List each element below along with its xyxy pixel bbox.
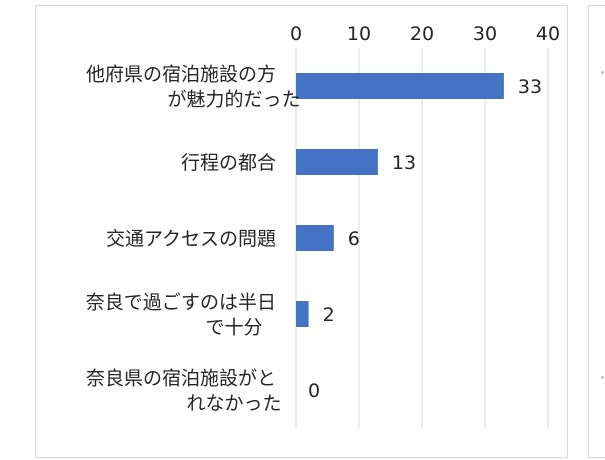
adjacent-chart-mark — [601, 376, 604, 379]
category-label: 他府県の宿泊施設の方 — [86, 64, 276, 86]
data-label: 2 — [323, 304, 335, 326]
category-label: れなかった — [186, 393, 281, 415]
x-tick-label: 0 — [290, 23, 302, 45]
bar-1 — [296, 149, 378, 175]
category-label: 交通アクセスの問題 — [106, 228, 276, 250]
x-tick-label: 40 — [536, 23, 560, 45]
category-label: 奈良で過ごすのは半日 — [86, 292, 276, 314]
data-label: 6 — [348, 228, 360, 250]
bar-3 — [296, 301, 309, 327]
adjacent-chart-edge — [588, 5, 605, 458]
x-tick-label: 30 — [473, 23, 497, 45]
adjacent-chart-mark — [601, 71, 604, 74]
x-tick-label: 10 — [347, 23, 371, 45]
bar-2 — [296, 225, 334, 251]
data-label: 0 — [308, 380, 320, 402]
category-label: で十分 — [205, 317, 262, 339]
category-label: 行程の都合 — [181, 152, 276, 174]
bar-0 — [296, 73, 504, 99]
category-label: 奈良県の宿泊施設がと — [86, 368, 276, 390]
category-label: が魅力的だった — [167, 89, 300, 111]
x-tick-label: 20 — [410, 23, 434, 45]
data-label: 13 — [392, 152, 416, 174]
data-label: 33 — [518, 76, 542, 98]
